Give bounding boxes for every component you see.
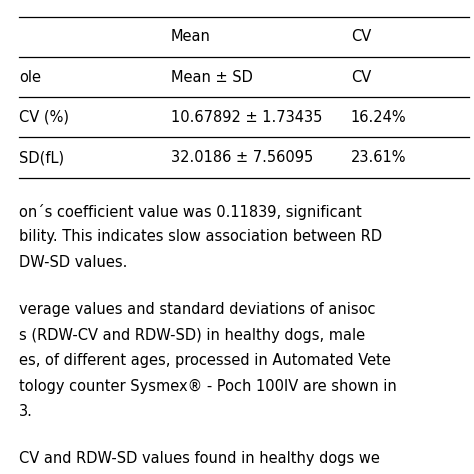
Text: 16.24%: 16.24% [351, 110, 406, 125]
Text: tology counter Sysmex® - Poch 100IV are shown in: tology counter Sysmex® - Poch 100IV are … [19, 379, 397, 394]
Text: Mean ± SD: Mean ± SD [171, 70, 253, 84]
Text: CV: CV [351, 70, 371, 84]
Text: 3.: 3. [19, 404, 33, 419]
Text: ole: ole [19, 70, 41, 84]
Text: SD(fL): SD(fL) [19, 150, 64, 165]
Text: CV and RDW-SD values found in healthy dogs we: CV and RDW-SD values found in healthy do… [19, 451, 380, 466]
Text: 32.0186 ± 7.56095: 32.0186 ± 7.56095 [171, 150, 313, 165]
Text: bility. This indicates slow association between RD: bility. This indicates slow association … [19, 229, 382, 245]
Text: Mean: Mean [171, 29, 210, 44]
Text: CV (%): CV (%) [19, 110, 69, 125]
Text: CV: CV [351, 29, 371, 44]
Text: DW-SD values.: DW-SD values. [19, 255, 128, 270]
Text: es, of different ages, processed in Automated Vete: es, of different ages, processed in Auto… [19, 353, 391, 368]
Text: 10.67892 ± 1.73435: 10.67892 ± 1.73435 [171, 110, 322, 125]
Text: s (RDW-CV and RDW-SD) in healthy dogs, male: s (RDW-CV and RDW-SD) in healthy dogs, m… [19, 328, 365, 343]
Text: verage values and standard deviations of anisoc: verage values and standard deviations of… [19, 302, 375, 317]
Text: 23.61%: 23.61% [351, 150, 406, 165]
Text: on´s coefficient value was 0.11839, significant: on´s coefficient value was 0.11839, sign… [19, 204, 362, 220]
